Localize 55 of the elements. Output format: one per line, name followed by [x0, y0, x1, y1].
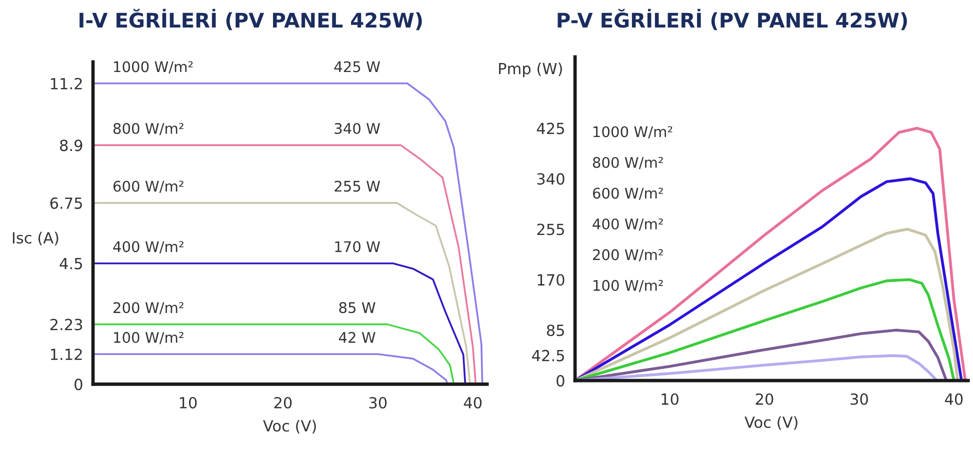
x-tick-label: 30	[850, 393, 868, 405]
y-tick-label: 0	[74, 378, 82, 390]
annotation: 400 W/m²	[592, 218, 663, 231]
annotation: 85 W	[339, 302, 376, 314]
annotation: 1000 W/m²	[594, 126, 672, 138]
annotation: 340 W	[334, 122, 380, 134]
y-tick-label: 6.75	[50, 197, 82, 209]
y-tick-label: 42.5	[532, 350, 564, 362]
series-label: 800 W/m²	[113, 122, 184, 136]
line-series	[574, 126, 967, 382]
line-series	[92, 353, 448, 386]
y-tick-label: 0	[556, 375, 564, 387]
line-series	[92, 144, 477, 386]
chart-title: I-V EĞRİLERİ (PV PANEL 425W)	[80, 8, 422, 30]
y-axis-title: Pmp (W)	[499, 62, 562, 78]
annotation: 800 W/m²	[592, 156, 663, 170]
y-tick-label: 425	[536, 122, 564, 134]
line-series	[92, 262, 466, 386]
x-axis-title: Voc (V)	[744, 416, 798, 430]
x-tick-label: 20	[274, 396, 292, 409]
y-tick-label: 4.5	[60, 258, 82, 270]
x-tick-label: 10	[180, 396, 197, 409]
annotation: 170 W	[335, 241, 380, 252]
series-label: 400 W/m²	[113, 241, 184, 254]
line-series	[574, 278, 956, 382]
series-label: 600 W/m²	[113, 180, 184, 193]
chart-title: P-V EĞRİLERİ (PV PANEL 425W)	[558, 8, 907, 30]
series-label: 100 W/m²	[114, 332, 184, 344]
annotation: 200 W/m²	[593, 249, 663, 262]
annotation: 255 W	[334, 180, 380, 192]
y-tick-label: 255	[537, 224, 564, 236]
y-tick-label: 8.9	[60, 140, 82, 152]
x-axis-title: Voc (V)	[263, 420, 316, 434]
line-series	[92, 202, 471, 386]
x-tick-label: 40	[464, 396, 482, 409]
line-series	[92, 323, 455, 386]
y-tick-label: 1.12	[50, 348, 82, 360]
y-axis-title: Isc (A)	[12, 232, 58, 246]
x-tick-label: 10	[662, 393, 678, 405]
line-series	[92, 82, 484, 386]
series-label: 1000 W/m²	[114, 61, 193, 74]
annotation: 42 W	[338, 332, 376, 343]
y-tick-label: 340	[537, 173, 564, 185]
annotation: 100 W/m²	[594, 280, 663, 292]
series-label: 200 W/m²	[114, 302, 184, 314]
annotation: 425 W	[334, 61, 380, 72]
line-series	[574, 177, 963, 382]
y-tick-label: 85	[546, 324, 564, 336]
y-tick-label: 2.23	[50, 318, 82, 330]
x-tick-label: 30	[369, 396, 387, 409]
x-tick-label: 20	[756, 393, 774, 405]
x-tick-label: 40	[944, 393, 963, 405]
y-tick-label: 11.2	[50, 78, 82, 90]
annotation: 600 W/m²	[592, 188, 663, 200]
y-tick-label: 170	[538, 274, 564, 286]
